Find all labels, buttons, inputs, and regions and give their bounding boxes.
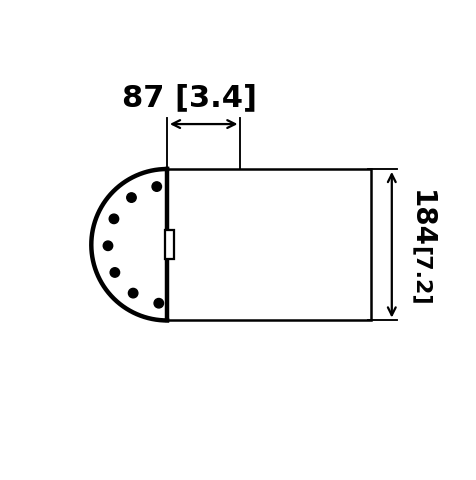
Circle shape [109,214,119,224]
Circle shape [129,288,138,298]
Circle shape [103,241,113,251]
Circle shape [152,182,161,192]
Bar [165,230,174,259]
Bar [167,169,370,321]
Text: 184: 184 [407,190,435,248]
Circle shape [127,193,136,202]
Circle shape [154,299,164,308]
Text: 87 [3.4]: 87 [3.4] [122,84,257,112]
Text: [7.2]: [7.2] [411,246,431,305]
Circle shape [110,268,119,277]
